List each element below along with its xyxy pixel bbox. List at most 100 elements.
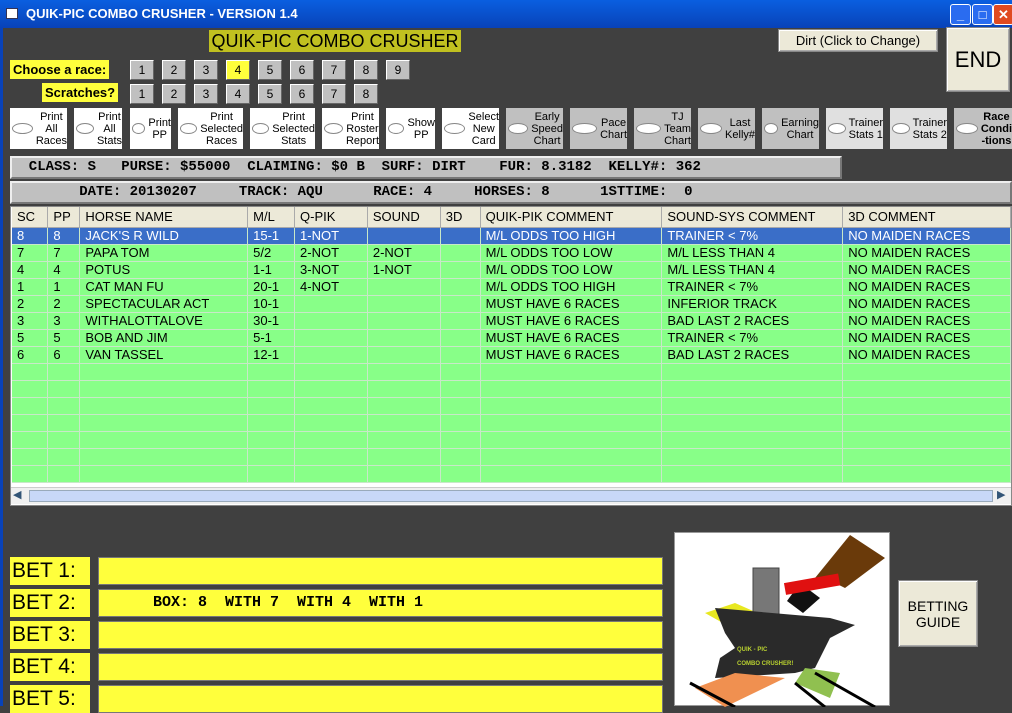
race-button-6[interactable]: 6 bbox=[290, 60, 314, 80]
bet-field-5[interactable] bbox=[98, 685, 663, 713]
scratch-button-4[interactable]: 4 bbox=[226, 84, 250, 104]
radio-icon[interactable] bbox=[956, 123, 978, 134]
scratch-button-2[interactable]: 2 bbox=[162, 84, 186, 104]
radio-icon[interactable] bbox=[828, 123, 846, 134]
empty-row[interactable] bbox=[12, 397, 1011, 415]
race-button-4[interactable]: 4 bbox=[226, 60, 250, 80]
bet-field-1[interactable] bbox=[98, 557, 663, 585]
radio-icon[interactable] bbox=[764, 123, 779, 134]
bet-label: BET 2: bbox=[10, 589, 90, 617]
horizontal-scrollbar[interactable]: ◀ ▶ bbox=[11, 487, 1011, 504]
column-header[interactable]: 3D COMMENT bbox=[842, 207, 1011, 228]
scratch-button-7[interactable]: 7 bbox=[322, 84, 346, 104]
bet-field-3[interactable] bbox=[98, 621, 663, 649]
option-print-roster-report[interactable]: Print Roster Report bbox=[322, 108, 379, 149]
cell bbox=[367, 329, 441, 347]
cell: 2 bbox=[12, 295, 49, 313]
race-button-3[interactable]: 3 bbox=[194, 60, 218, 80]
scratch-button-6[interactable]: 6 bbox=[290, 84, 314, 104]
option-race-condi-tions[interactable]: Race Condi -tions bbox=[954, 108, 1012, 149]
radio-icon[interactable] bbox=[508, 123, 529, 134]
empty-row[interactable] bbox=[12, 380, 1011, 398]
option-print-all-races[interactable]: Print All Races bbox=[10, 108, 67, 149]
scroll-right-icon[interactable]: ▶ bbox=[997, 489, 1006, 501]
betting-guide-button[interactable]: BETTING GUIDE bbox=[898, 580, 978, 647]
option-print-all-stats[interactable]: Print All Stats bbox=[74, 108, 122, 149]
race-button-7[interactable]: 7 bbox=[322, 60, 346, 80]
option-select-new-card[interactable]: Select New Card bbox=[442, 108, 499, 149]
race-button-2[interactable]: 2 bbox=[162, 60, 186, 80]
bet-label: BET 4: bbox=[10, 653, 90, 681]
option-earning-chart[interactable]: Earning Chart bbox=[762, 108, 819, 149]
scratch-button-1[interactable]: 1 bbox=[130, 84, 154, 104]
radio-icon[interactable] bbox=[892, 123, 910, 134]
bet-field-4[interactable] bbox=[98, 653, 663, 681]
cell bbox=[367, 363, 441, 381]
radio-icon[interactable] bbox=[180, 123, 198, 134]
close-button[interactable]: ✕ bbox=[993, 4, 1012, 25]
table-row[interactable]: 6 6 VAN TASSEL 12-1 MUST HAVE 6 RACES BAD LAS… bbox=[12, 346, 1011, 364]
option-trainer-stats-2[interactable]: Trainer Stats 2 bbox=[890, 108, 947, 149]
bet-field-2[interactable]: BOX: 8 WITH 7 WITH 4 WITH 1 bbox=[98, 589, 663, 617]
minimize-button[interactable]: _ bbox=[950, 4, 971, 25]
table-row[interactable]: 7 7 PAPA TOM 5/2 2-NOT 2-NOT M/L ODDS TOO LOW M… bbox=[12, 244, 1011, 262]
empty-row[interactable] bbox=[12, 448, 1011, 466]
option-print-selected-stats[interactable]: Print Selected Stats bbox=[250, 108, 315, 149]
column-header[interactable]: M/L bbox=[247, 207, 296, 228]
radio-icon[interactable] bbox=[388, 123, 405, 134]
end-button[interactable]: END bbox=[946, 27, 1010, 92]
scroll-left-icon[interactable]: ◀ bbox=[13, 489, 22, 501]
table-row[interactable]: 4 4 POTUS 1-1 3-NOT 1-NOT M/L ODDS TOO LOW M/L … bbox=[12, 261, 1011, 279]
radio-icon[interactable] bbox=[132, 123, 146, 134]
race-button-9[interactable]: 9 bbox=[386, 60, 410, 80]
empty-row[interactable] bbox=[12, 431, 1011, 449]
radio-icon[interactable] bbox=[572, 123, 598, 134]
column-header[interactable]: Q-PIK bbox=[294, 207, 368, 228]
scrollbar-thumb[interactable] bbox=[29, 490, 993, 502]
horse-grid[interactable]: SC PP HORSE NAME M/L Q-PIK SOUND 3D QUIK-PIK CO… bbox=[10, 206, 1012, 506]
option-label: Select New Card bbox=[468, 110, 499, 147]
column-header[interactable]: HORSE NAME bbox=[79, 207, 249, 228]
cell bbox=[842, 465, 1011, 483]
option-print-pp[interactable]: Print PP bbox=[130, 108, 171, 149]
empty-row[interactable] bbox=[12, 414, 1011, 432]
table-row[interactable]: 1 1 CAT MAN FU 20-1 4-NOT M/L ODDS TOO HIGH TR… bbox=[12, 278, 1011, 296]
radio-icon[interactable] bbox=[636, 123, 662, 134]
table-row[interactable]: 2 2 SPECTACULAR ACT 10-1 MUST HAVE 6 RACES IN… bbox=[12, 295, 1011, 313]
column-header[interactable]: SOUND bbox=[367, 207, 441, 228]
column-header[interactable]: SC bbox=[12, 207, 49, 228]
option-pace-chart[interactable]: Pace Chart bbox=[570, 108, 627, 149]
column-header[interactable]: QUIK-PIK COMMENT bbox=[480, 207, 663, 228]
race-button-5[interactable]: 5 bbox=[258, 60, 282, 80]
maximize-button[interactable]: □ bbox=[972, 4, 993, 25]
scratch-button-3[interactable]: 3 bbox=[194, 84, 218, 104]
option-print-selected-races[interactable]: Print Selected Races bbox=[178, 108, 243, 149]
race-button-1[interactable]: 1 bbox=[130, 60, 154, 80]
race-button-8[interactable]: 8 bbox=[354, 60, 378, 80]
table-row[interactable]: 5 5 BOB AND JIM 5-1 MUST HAVE 6 RACES TRAINER… bbox=[12, 329, 1011, 347]
option-trainer-stats-1[interactable]: Trainer Stats 1 bbox=[826, 108, 883, 149]
option-last-kelly-[interactable]: Last Kelly# bbox=[698, 108, 755, 149]
table-row[interactable]: 3 3 WITHALOTTALOVE 30-1 MUST HAVE 6 RACES BAD… bbox=[12, 312, 1011, 330]
radio-icon[interactable] bbox=[444, 123, 466, 134]
column-header[interactable]: PP bbox=[47, 207, 81, 228]
surface-toggle-button[interactable]: Dirt (Click to Change) bbox=[778, 29, 938, 52]
option-early-speed-chart[interactable]: Early Speed Chart bbox=[506, 108, 563, 149]
cell bbox=[47, 380, 81, 398]
radio-icon[interactable] bbox=[76, 123, 94, 134]
radio-icon[interactable] bbox=[700, 123, 723, 134]
option-show-pp[interactable]: Show PP bbox=[386, 108, 435, 149]
radio-icon[interactable] bbox=[12, 123, 33, 134]
radio-icon[interactable] bbox=[252, 123, 270, 134]
table-row[interactable]: 8 8 JACK'S R WILD 15-1 1-NOT M/L ODDS TOO HIG… bbox=[12, 227, 1011, 245]
empty-row[interactable] bbox=[12, 465, 1011, 483]
radio-icon[interactable] bbox=[324, 123, 343, 134]
scratch-button-5[interactable]: 5 bbox=[258, 84, 282, 104]
column-header[interactable]: 3D bbox=[440, 207, 481, 228]
cell: TRAINER < 7% bbox=[661, 227, 844, 245]
option-tj-team-chart[interactable]: TJ Team Chart bbox=[634, 108, 691, 149]
empty-row[interactable] bbox=[12, 363, 1011, 381]
column-header[interactable]: SOUND-SYS COMMENT bbox=[661, 207, 844, 228]
cell: 30-1 bbox=[247, 312, 296, 330]
scratch-button-8[interactable]: 8 bbox=[354, 84, 378, 104]
